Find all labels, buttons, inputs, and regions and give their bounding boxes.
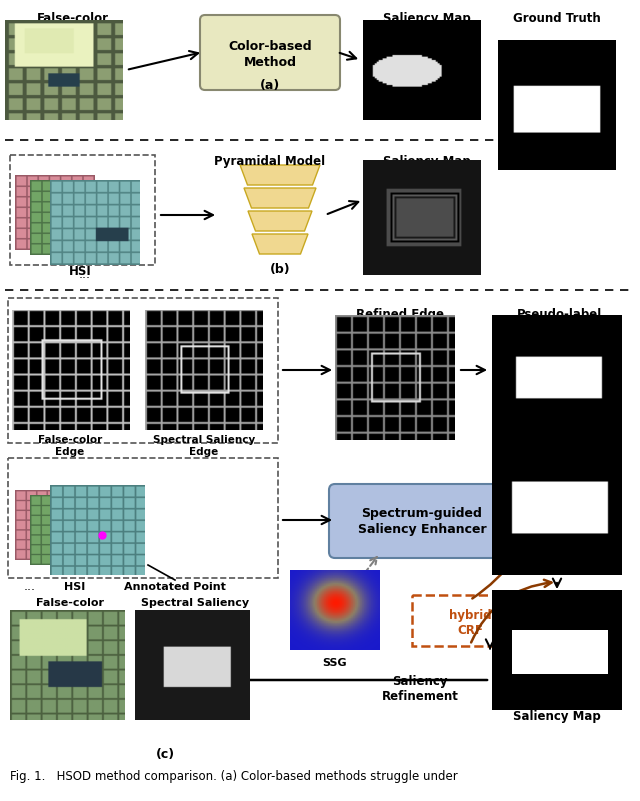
Text: ...: ... (79, 268, 91, 281)
Text: Refinement: Refinement (381, 690, 458, 702)
Text: HSI: HSI (65, 582, 86, 592)
Text: False-color: False-color (38, 435, 102, 445)
Text: Saliency Map: Saliency Map (513, 710, 601, 723)
Text: False-color: False-color (36, 598, 104, 608)
Text: (b): (b) (269, 264, 291, 276)
Text: Refined Edge: Refined Edge (356, 308, 444, 321)
Text: HSI: HSI (68, 265, 92, 278)
FancyBboxPatch shape (200, 15, 340, 90)
Text: Edge: Edge (56, 447, 84, 457)
Text: Saliency Map: Saliency Map (383, 12, 471, 25)
Text: Method: Method (243, 55, 296, 69)
Polygon shape (248, 211, 312, 231)
Text: Color-based: Color-based (228, 39, 312, 53)
FancyBboxPatch shape (329, 484, 516, 558)
Text: False-color: False-color (37, 12, 109, 25)
Text: Pseudo-label: Pseudo-label (517, 308, 603, 321)
Polygon shape (252, 234, 308, 254)
Text: ...: ... (24, 580, 36, 593)
Polygon shape (244, 188, 316, 208)
Text: (a): (a) (260, 78, 280, 91)
Text: Spectrum-guided: Spectrum-guided (362, 508, 483, 521)
Text: CRF: CRF (457, 623, 483, 637)
Text: Saliency Enhancer: Saliency Enhancer (358, 524, 486, 537)
Text: (c): (c) (156, 748, 175, 761)
Text: Saliency Map: Saliency Map (383, 155, 471, 168)
Text: Spectral Saliency: Spectral Saliency (153, 435, 255, 445)
Text: Spectral Saliency: Spectral Saliency (141, 598, 249, 608)
Text: Saliency: Saliency (392, 675, 448, 689)
Polygon shape (240, 165, 320, 185)
Text: hybrid: hybrid (449, 609, 492, 622)
Text: SSG: SSG (323, 658, 348, 668)
Text: Edge: Edge (189, 447, 219, 457)
Text: Ground Truth: Ground Truth (513, 12, 601, 25)
Text: Fig. 1.   HSOD method comparison. (a) Color-based methods struggle under: Fig. 1. HSOD method comparison. (a) Colo… (10, 770, 458, 783)
Text: Annotated Point: Annotated Point (124, 582, 226, 592)
Text: pBCE: pBCE (578, 469, 612, 481)
Text: Pyramidal Model: Pyramidal Model (214, 155, 326, 168)
